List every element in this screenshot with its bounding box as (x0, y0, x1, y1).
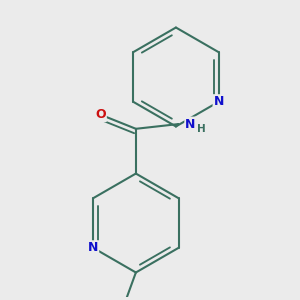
Text: H: H (197, 124, 206, 134)
Text: N: N (185, 118, 196, 130)
Text: O: O (95, 108, 106, 121)
Text: N: N (88, 241, 98, 254)
Text: N: N (214, 95, 224, 108)
